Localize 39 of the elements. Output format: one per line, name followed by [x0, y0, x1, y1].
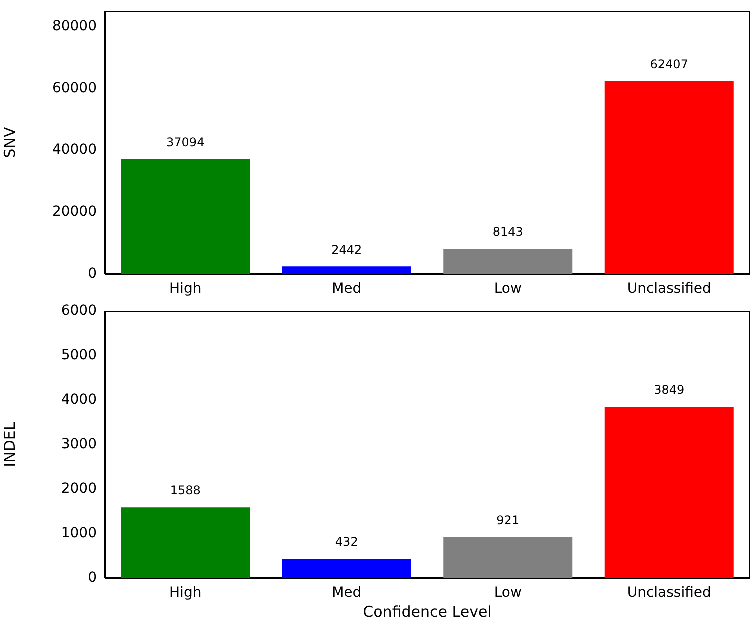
data-label: 37094	[166, 136, 205, 150]
bar	[121, 508, 250, 578]
bar	[121, 160, 250, 274]
y-tick-label: 1000	[61, 525, 97, 542]
data-label: 921	[496, 513, 520, 528]
y-tick-label: 80000	[52, 18, 97, 34]
x-tick-label: Unclassified	[627, 585, 712, 602]
bar	[604, 81, 734, 274]
data-label: 8143	[492, 225, 524, 240]
bar	[282, 558, 412, 578]
x-tick-label: High	[170, 585, 202, 602]
data-label: 3849	[654, 383, 685, 398]
data-label: 2442	[332, 242, 362, 257]
y-tick-label: 2000	[61, 480, 97, 497]
data-label: 1588	[170, 484, 201, 498]
x-tick-label: Low	[494, 281, 522, 298]
y-tick-label: 20000	[52, 204, 97, 220]
y-tick-label: 40000	[52, 142, 97, 158]
bar	[604, 407, 734, 578]
y-tick-label: 6000	[61, 303, 97, 320]
x-tick-label: Low	[494, 585, 522, 602]
x-tick-label: High	[170, 281, 202, 298]
y-tick-label: 0	[88, 570, 97, 586]
y-tick-label: 60000	[52, 80, 97, 96]
y-tick-label: 0	[88, 266, 97, 282]
x-axis-title: Confidence Level	[363, 602, 492, 621]
data-label: 432	[335, 535, 358, 550]
bar	[282, 266, 412, 274]
y-tick-label: 5000	[61, 348, 97, 364]
x-tick-label: Med	[332, 585, 362, 602]
y-axis-title: INDEL	[0, 422, 19, 468]
y-axis-title: SNV	[0, 126, 19, 158]
y-tick-label: 4000	[61, 392, 97, 408]
x-tick-label: Med	[332, 281, 362, 298]
bar	[444, 249, 573, 274]
data-label: 62407	[650, 57, 688, 72]
y-tick-label: 3000	[61, 436, 97, 452]
x-tick-label: Unclassified	[627, 281, 712, 298]
bar	[444, 537, 573, 578]
